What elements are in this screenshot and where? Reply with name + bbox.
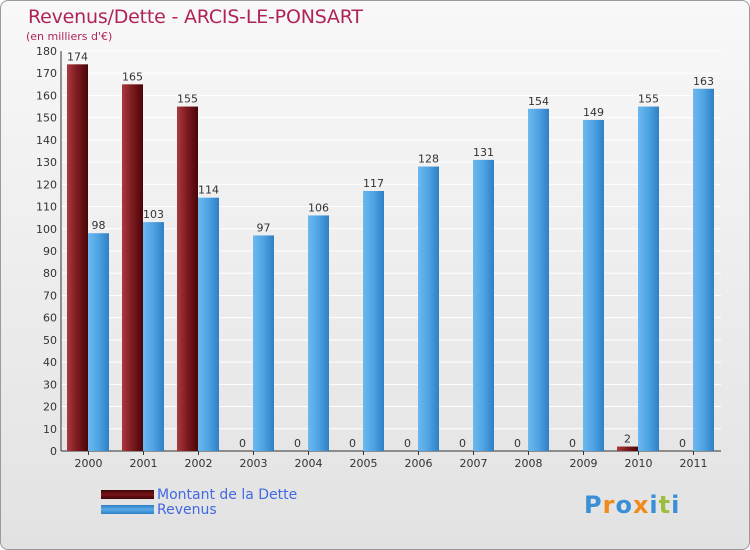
data-label-dette: 165 xyxy=(122,70,143,83)
proxiti-logo: Proxiti xyxy=(584,491,680,519)
y-tick-label: 160 xyxy=(36,89,57,102)
y-tick-label: 140 xyxy=(36,134,57,147)
legend: Montant de la Dette Revenus xyxy=(101,486,298,518)
x-tick-label: 2006 xyxy=(405,457,433,470)
data-label-revenus: 131 xyxy=(473,146,494,159)
data-label-dette: 0 xyxy=(679,437,686,450)
logo-letter: o xyxy=(615,491,633,519)
data-label-dette: 0 xyxy=(349,437,356,450)
data-label-revenus: 97 xyxy=(257,221,271,234)
logo-letter: t xyxy=(658,491,672,519)
legend-label-revenus: Revenus xyxy=(157,501,217,518)
logo-letter: i xyxy=(649,491,659,519)
data-label-dette: 0 xyxy=(569,437,576,450)
bar-revenus xyxy=(638,106,659,452)
logo-letter: r xyxy=(602,491,616,519)
x-tick-label: 2007 xyxy=(460,457,488,470)
legend-swatch-dette xyxy=(101,490,154,499)
y-tick-label: 30 xyxy=(43,378,57,391)
y-tick-label: 100 xyxy=(36,223,57,236)
bar-revenus xyxy=(583,119,604,451)
legend-item-revenus: Revenus xyxy=(101,501,297,518)
y-tick-label: 0 xyxy=(50,445,57,458)
bar-revenus xyxy=(528,108,549,452)
logo-letter: P xyxy=(584,491,603,519)
data-label-dette: 0 xyxy=(459,437,466,450)
bar-revenus xyxy=(473,159,494,451)
x-tick-label: 2010 xyxy=(625,457,653,470)
y-tick-label: 10 xyxy=(43,423,57,436)
bar-revenus xyxy=(693,88,714,452)
y-tick-label: 130 xyxy=(36,156,57,169)
bar-dette xyxy=(177,106,198,452)
data-label-revenus: 155 xyxy=(638,93,659,106)
data-label-dette: 2 xyxy=(624,433,631,446)
bar-revenus xyxy=(88,233,109,451)
x-tick-label: 2004 xyxy=(295,457,323,470)
data-label-dette: 0 xyxy=(239,437,246,450)
data-label-revenus: 106 xyxy=(308,201,329,214)
y-tick-label: 80 xyxy=(43,267,57,280)
y-tick-label: 150 xyxy=(36,112,57,125)
y-tick-label: 70 xyxy=(43,289,57,302)
x-tick-label: 2011 xyxy=(680,457,708,470)
data-label-revenus: 103 xyxy=(143,208,164,221)
bar-dette xyxy=(617,446,638,451)
data-label-revenus: 114 xyxy=(198,184,219,197)
chart-title: Revenus/Dette - ARCIS-LE-PONSART xyxy=(28,6,363,28)
bar-revenus xyxy=(418,166,439,452)
logo-letter: x xyxy=(632,491,650,519)
x-tick-label: 2003 xyxy=(240,457,268,470)
x-tick-label: 2002 xyxy=(185,457,213,470)
y-tick-label: 20 xyxy=(43,401,57,414)
data-label-revenus: 128 xyxy=(418,153,439,166)
data-label-revenus: 149 xyxy=(583,106,604,119)
x-tick-label: 2008 xyxy=(515,457,543,470)
x-tick-label: 2000 xyxy=(75,457,103,470)
x-tick-label: 2001 xyxy=(130,457,158,470)
data-label-dette: 0 xyxy=(514,437,521,450)
bar-revenus xyxy=(308,215,329,451)
y-tick-label: 120 xyxy=(36,178,57,191)
y-tick-label: 90 xyxy=(43,245,57,258)
bar-revenus xyxy=(253,235,274,451)
legend-item-dette: Montant de la Dette xyxy=(101,486,298,503)
y-tick-label: 60 xyxy=(43,312,57,325)
bar-revenus xyxy=(363,191,384,451)
bar-dette xyxy=(67,64,88,452)
data-label-revenus: 117 xyxy=(363,177,384,190)
bar-revenus xyxy=(143,222,164,451)
logo-letter: i xyxy=(671,491,681,519)
x-tick-label: 2005 xyxy=(350,457,378,470)
y-tick-label: 50 xyxy=(43,334,57,347)
y-tick-label: 170 xyxy=(36,67,57,80)
data-label-revenus: 98 xyxy=(92,219,106,232)
data-label-dette: 0 xyxy=(404,437,411,450)
legend-swatch-revenus xyxy=(101,505,154,514)
bar-revenus xyxy=(198,197,219,451)
data-label-revenus: 154 xyxy=(528,95,549,108)
y-tick-label: 110 xyxy=(36,201,57,214)
data-label-dette: 155 xyxy=(177,93,198,106)
data-label-dette: 0 xyxy=(294,437,301,450)
bar-dette xyxy=(122,84,143,451)
y-tick-label: 180 xyxy=(36,45,57,58)
x-tick-label: 2009 xyxy=(570,457,598,470)
chart-subtitle: (en milliers d'€) xyxy=(26,30,113,43)
data-label-dette: 174 xyxy=(67,50,88,63)
legend-label-dette: Montant de la Dette xyxy=(157,486,298,503)
y-tick-label: 40 xyxy=(43,356,57,369)
data-label-revenus: 163 xyxy=(693,75,714,88)
